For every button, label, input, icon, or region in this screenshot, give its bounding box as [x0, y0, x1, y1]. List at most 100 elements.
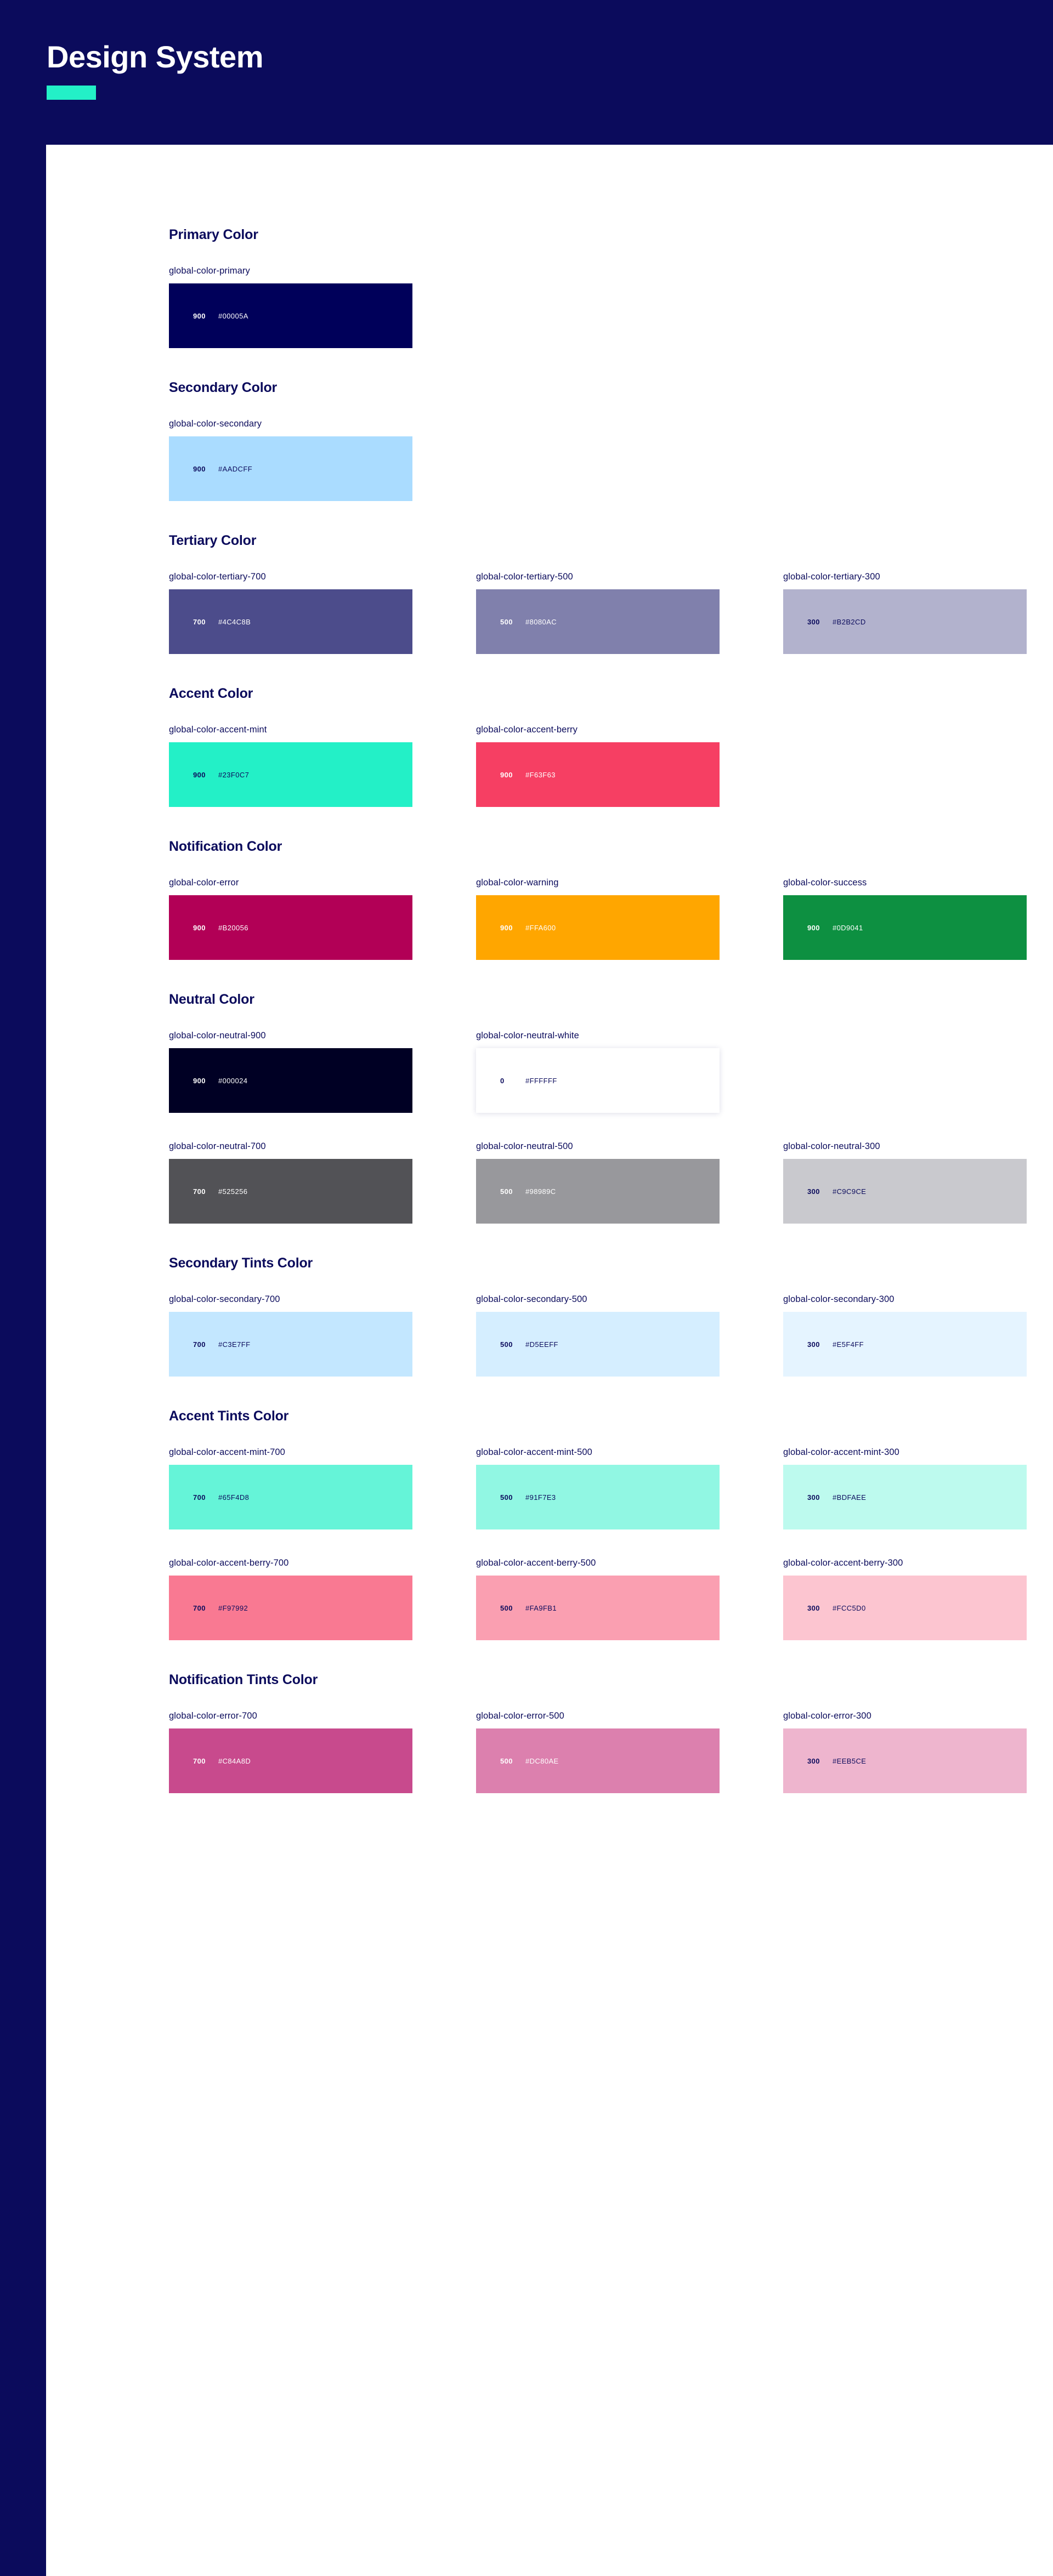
swatch-weight-label: 500 [500, 617, 513, 626]
swatch-token-name: global-color-accent-berry-700 [169, 1558, 289, 1568]
swatch-token-name: global-color-neutral-700 [169, 1141, 266, 1151]
section-title: Notification Color [169, 839, 282, 854]
color-section: Accent Tints Color global-color-accent-mi… [169, 1408, 1027, 1640]
swatch-token-name: global-color-tertiary-300 [783, 572, 880, 582]
swatch-hex-label: #C9C9CE [833, 1187, 867, 1196]
swatch-hex-label: #DC80AE [525, 1756, 559, 1765]
swatch-grid: global-color-tertiary-700 700 #4C4C8B globa… [169, 572, 1027, 654]
swatch-weight-label: 300 [807, 1756, 820, 1765]
swatch-hex-label: #EEB5CE [833, 1756, 867, 1765]
swatch-cell: global-color-secondary-700 700 #C3E7FF [169, 1294, 412, 1377]
color-swatch[interactable]: 300 #FCC5D0 [783, 1576, 1027, 1640]
color-swatch[interactable]: 900 #F63F63 [476, 742, 720, 807]
swatch-cell: global-color-error 900 #B20056 [169, 878, 412, 960]
swatch-hex-label: #8080AC [525, 617, 557, 626]
swatch-token-name: global-color-accent-berry-500 [476, 1558, 596, 1568]
color-swatch[interactable]: 300 #C9C9CE [783, 1159, 1027, 1224]
swatch-grid: global-color-secondary-700 700 #C3E7FF glob… [169, 1294, 1027, 1377]
color-swatch[interactable]: 900 #FFA600 [476, 895, 720, 960]
swatch-weight-label: 500 [500, 1493, 513, 1502]
color-swatch[interactable]: 700 #C3E7FF [169, 1312, 412, 1377]
color-swatch[interactable]: 500 #91F7E3 [476, 1465, 720, 1529]
section-title: Accent Color [169, 686, 253, 701]
color-swatch[interactable]: 900 #AADCFF [169, 436, 412, 501]
color-swatch[interactable]: 300 #E5F4FF [783, 1312, 1027, 1377]
swatch-grid: global-color-accent-mint 900 #23F0C7 global… [169, 725, 1009, 807]
swatch-token-name: global-color-secondary-700 [169, 1294, 280, 1304]
swatch-weight-label: 300 [807, 1340, 820, 1349]
swatch-hex-label: #B20056 [218, 923, 248, 932]
color-swatch[interactable]: 0 #FFFFFF [476, 1048, 720, 1113]
content-card: Primary Color global-color-primary 900 #000… [46, 145, 1053, 2576]
color-swatch[interactable]: 500 #8080AC [476, 589, 720, 654]
swatch-weight-label: 900 [193, 923, 206, 932]
swatch-cell: global-color-tertiary-300 300 #B2B2CD [783, 572, 1027, 654]
color-swatch[interactable]: 700 #C84A8D [169, 1728, 412, 1793]
swatch-token-name: global-color-accent-mint-300 [783, 1447, 899, 1457]
color-swatch[interactable]: 500 #D5EEFF [476, 1312, 720, 1377]
swatch-cell: global-color-secondary-300 300 #E5F4FF [783, 1294, 1027, 1377]
color-swatch[interactable]: 300 #B2B2CD [783, 589, 1027, 654]
swatch-token-name: global-color-tertiary-700 [169, 572, 266, 582]
swatch-token-name: global-color-secondary-500 [476, 1294, 587, 1304]
color-swatch[interactable]: 700 #4C4C8B [169, 589, 412, 654]
color-section: Tertiary Color global-color-tertiary-700 7… [169, 533, 1027, 654]
swatch-cell: global-color-neutral-white 0 #FFFFFF [476, 1031, 720, 1113]
swatch-cell: global-color-accent-mint-700 700 #65F4D8 [169, 1447, 412, 1529]
swatch-weight-label: 900 [193, 770, 206, 779]
swatch-hex-label: #000024 [218, 1076, 248, 1085]
color-swatch[interactable]: 700 #F97992 [169, 1576, 412, 1640]
swatch-weight-label: 300 [807, 1493, 820, 1502]
color-swatch[interactable]: 900 #B20056 [169, 895, 412, 960]
swatch-hex-label: #4C4C8B [218, 617, 251, 626]
swatch-weight-label: 500 [500, 1340, 513, 1349]
color-swatch[interactable]: 700 #525256 [169, 1159, 412, 1224]
swatch-cell: global-color-warning 900 #FFA600 [476, 878, 720, 960]
swatch-token-name: global-color-accent-berry [476, 725, 578, 735]
swatch-token-name: global-color-neutral-900 [169, 1031, 266, 1040]
swatch-token-name: global-color-success [783, 878, 867, 888]
swatch-cell: global-color-accent-mint 900 #23F0C7 [169, 725, 412, 807]
swatch-hex-label: #C84A8D [218, 1756, 251, 1765]
swatch-weight-label: 700 [193, 1340, 206, 1349]
color-swatch[interactable]: 700 #65F4D8 [169, 1465, 412, 1529]
swatch-token-name: global-color-accent-mint [169, 725, 267, 735]
color-swatch[interactable]: 300 #EEB5CE [783, 1728, 1027, 1793]
swatch-hex-label: #BDFAEE [833, 1493, 867, 1502]
swatch-token-name: global-color-warning [476, 878, 559, 888]
swatch-grid: global-color-error 900 #B20056 global-color… [169, 878, 1027, 960]
color-swatch[interactable]: 900 #23F0C7 [169, 742, 412, 807]
color-swatch[interactable]: 900 #000024 [169, 1048, 412, 1113]
swatch-weight-label: 300 [807, 617, 820, 626]
swatch-hex-label: #AADCFF [218, 464, 253, 473]
swatch-token-name: global-color-accent-mint-700 [169, 1447, 285, 1457]
swatch-cell: global-color-primary 900 #00005A [169, 266, 412, 348]
swatch-cell-empty [783, 1031, 1027, 1113]
swatch-cell: global-color-neutral-500 500 #98989C [476, 1141, 720, 1224]
swatch-weight-label: 700 [193, 1603, 206, 1612]
color-section: Notification Tints Color global-color-err… [169, 1672, 1027, 1793]
color-swatch[interactable]: 500 #98989C [476, 1159, 720, 1224]
swatch-token-name: global-color-neutral-white [476, 1031, 579, 1040]
swatch-grid: global-color-error-700 700 #C84A8D global-c… [169, 1711, 1027, 1793]
color-section: Secondary Color global-color-secondary 900… [169, 380, 1009, 501]
swatch-token-name: global-color-accent-berry-300 [783, 1558, 903, 1568]
title-accent-bar [47, 85, 96, 100]
color-swatch[interactable]: 500 #FA9FB1 [476, 1576, 720, 1640]
color-swatch[interactable]: 500 #DC80AE [476, 1728, 720, 1793]
swatch-token-name: global-color-accent-mint-500 [476, 1447, 592, 1457]
section-title: Notification Tints Color [169, 1672, 318, 1687]
swatch-weight-label: 900 [193, 1076, 206, 1085]
swatch-cell: global-color-tertiary-500 500 #8080AC [476, 572, 720, 654]
swatch-cell: global-color-accent-berry-500 500 #FA9FB1 [476, 1558, 720, 1640]
swatch-token-name: global-color-neutral-500 [476, 1141, 573, 1151]
swatch-weight-label: 500 [500, 1756, 513, 1765]
swatch-weight-label: 700 [193, 1187, 206, 1196]
color-swatch[interactable]: 900 #0D9041 [783, 895, 1027, 960]
swatch-hex-label: #0D9041 [833, 923, 863, 932]
swatch-hex-label: #D5EEFF [525, 1340, 558, 1349]
swatch-grid: global-color-accent-mint-700 700 #65F4D8 gl… [169, 1447, 1027, 1640]
color-swatch[interactable]: 900 #00005A [169, 283, 412, 348]
swatch-token-name: global-color-secondary [169, 419, 262, 429]
color-swatch[interactable]: 300 #BDFAEE [783, 1465, 1027, 1529]
